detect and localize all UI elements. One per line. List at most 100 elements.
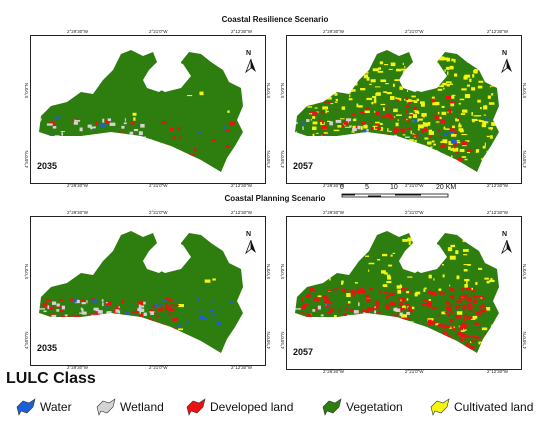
lulc-patch xyxy=(472,289,476,292)
lulc-patch xyxy=(165,306,171,310)
lulc-patch xyxy=(420,103,425,107)
lulc-patch xyxy=(471,118,478,121)
lulc-patch xyxy=(380,116,386,118)
lulc-patch xyxy=(461,355,465,356)
lulc-patch xyxy=(411,100,416,102)
lulc-patch xyxy=(320,135,323,140)
lulc-patch xyxy=(343,134,349,138)
lulc-patch xyxy=(331,68,337,72)
lulc-patch xyxy=(374,97,377,100)
map-panel-resilience-2035: 2°29'30"W 2°21'0"W 2°12'30"W 2°29'30"W 2°21'… xyxy=(24,29,271,188)
lulc-patch xyxy=(375,133,377,136)
lulc-patch xyxy=(359,287,364,289)
lulc-patch xyxy=(138,351,141,353)
lulc-patch xyxy=(480,346,486,351)
lulc-patch xyxy=(354,82,358,86)
lulc-patch xyxy=(407,332,411,337)
lulc-patch xyxy=(107,329,110,333)
lulc-patch xyxy=(451,298,455,300)
lulc-patch xyxy=(54,116,60,119)
lulc-patch xyxy=(483,59,487,62)
lulc-patch xyxy=(139,314,144,317)
lulc-patch xyxy=(131,307,133,309)
lulc-patch xyxy=(225,145,230,149)
lulc-patch xyxy=(85,319,87,322)
lulc-patch xyxy=(59,298,64,301)
lulc-patch xyxy=(322,106,329,110)
lulc-patch xyxy=(436,56,443,60)
lulc-patch xyxy=(402,317,406,322)
lulc-patch xyxy=(344,57,350,61)
lulc-patch xyxy=(390,322,396,324)
lulc-patch xyxy=(381,331,385,335)
lulc-patch xyxy=(165,303,168,306)
lulc-patch xyxy=(410,337,413,341)
lulc-patch xyxy=(325,109,327,114)
lulc-patch xyxy=(463,352,468,353)
lulc-patch xyxy=(414,293,418,297)
lulc-patch xyxy=(74,120,81,122)
lulc-patch xyxy=(418,133,421,136)
longitude-label-bottom: 2°21'0"W xyxy=(149,365,168,370)
lulc-patch xyxy=(320,66,326,71)
lulc-patch xyxy=(170,308,175,312)
lulc-patch xyxy=(404,347,407,349)
lulc-patch xyxy=(429,173,430,176)
lulc-patch xyxy=(216,321,221,325)
lulc-patch xyxy=(437,111,440,115)
lulc-patch xyxy=(410,130,412,134)
lulc-patch xyxy=(396,285,403,289)
lulc-patch xyxy=(168,299,172,302)
lulc-patch xyxy=(390,96,395,100)
lulc-patch xyxy=(306,313,312,318)
lulc-patch xyxy=(379,126,384,131)
north-label: N xyxy=(246,231,252,238)
lulc-patch xyxy=(403,160,406,165)
lulc-patch xyxy=(409,114,413,117)
lulc-patch xyxy=(353,148,355,150)
lulc-patch xyxy=(100,334,103,339)
lulc-patch xyxy=(487,95,491,99)
lulc-patch xyxy=(452,328,456,331)
lulc-patch xyxy=(383,91,387,93)
lulc-patch xyxy=(386,324,392,326)
lulc-patch xyxy=(347,349,353,351)
lulc-patch xyxy=(365,124,368,126)
lulc-patch xyxy=(380,79,387,83)
lulc-patch xyxy=(295,308,302,310)
lulc-patch xyxy=(464,337,466,341)
lulc-patch xyxy=(402,134,406,136)
lulc-patch xyxy=(364,156,368,159)
lulc-patch xyxy=(316,324,320,328)
lulc-patch xyxy=(462,345,466,349)
lulc-patch xyxy=(74,311,76,313)
latitude-label-right: 5°0'0"N xyxy=(266,82,271,98)
lulc-patch xyxy=(452,147,454,151)
lulc-patch xyxy=(411,328,417,330)
lulc-patch xyxy=(481,304,485,307)
lulc-patch xyxy=(366,307,369,312)
lulc-patch xyxy=(346,168,348,172)
lulc-patch xyxy=(327,101,331,104)
lulc-patch xyxy=(91,297,95,301)
lulc-patch xyxy=(344,314,347,317)
lulc-patch xyxy=(470,317,476,320)
lulc-patch xyxy=(370,121,373,123)
lulc-patch xyxy=(404,154,408,158)
lulc-patch xyxy=(457,356,460,359)
lulc-patch xyxy=(99,175,100,178)
lulc-patch xyxy=(93,320,99,325)
lulc-patch xyxy=(109,318,112,322)
lulc-patch xyxy=(337,139,344,143)
lulc-patch xyxy=(343,323,350,326)
lulc-patch xyxy=(312,133,315,138)
lulc-patch xyxy=(397,138,403,141)
lulc-patch xyxy=(466,149,473,153)
lulc-patch xyxy=(97,310,103,314)
lulc-patch xyxy=(149,308,154,313)
lulc-patch xyxy=(186,163,191,167)
lulc-patch xyxy=(479,120,483,123)
lulc-patch xyxy=(67,351,71,353)
lulc-patch xyxy=(460,338,464,342)
lulc-patch xyxy=(136,319,140,322)
